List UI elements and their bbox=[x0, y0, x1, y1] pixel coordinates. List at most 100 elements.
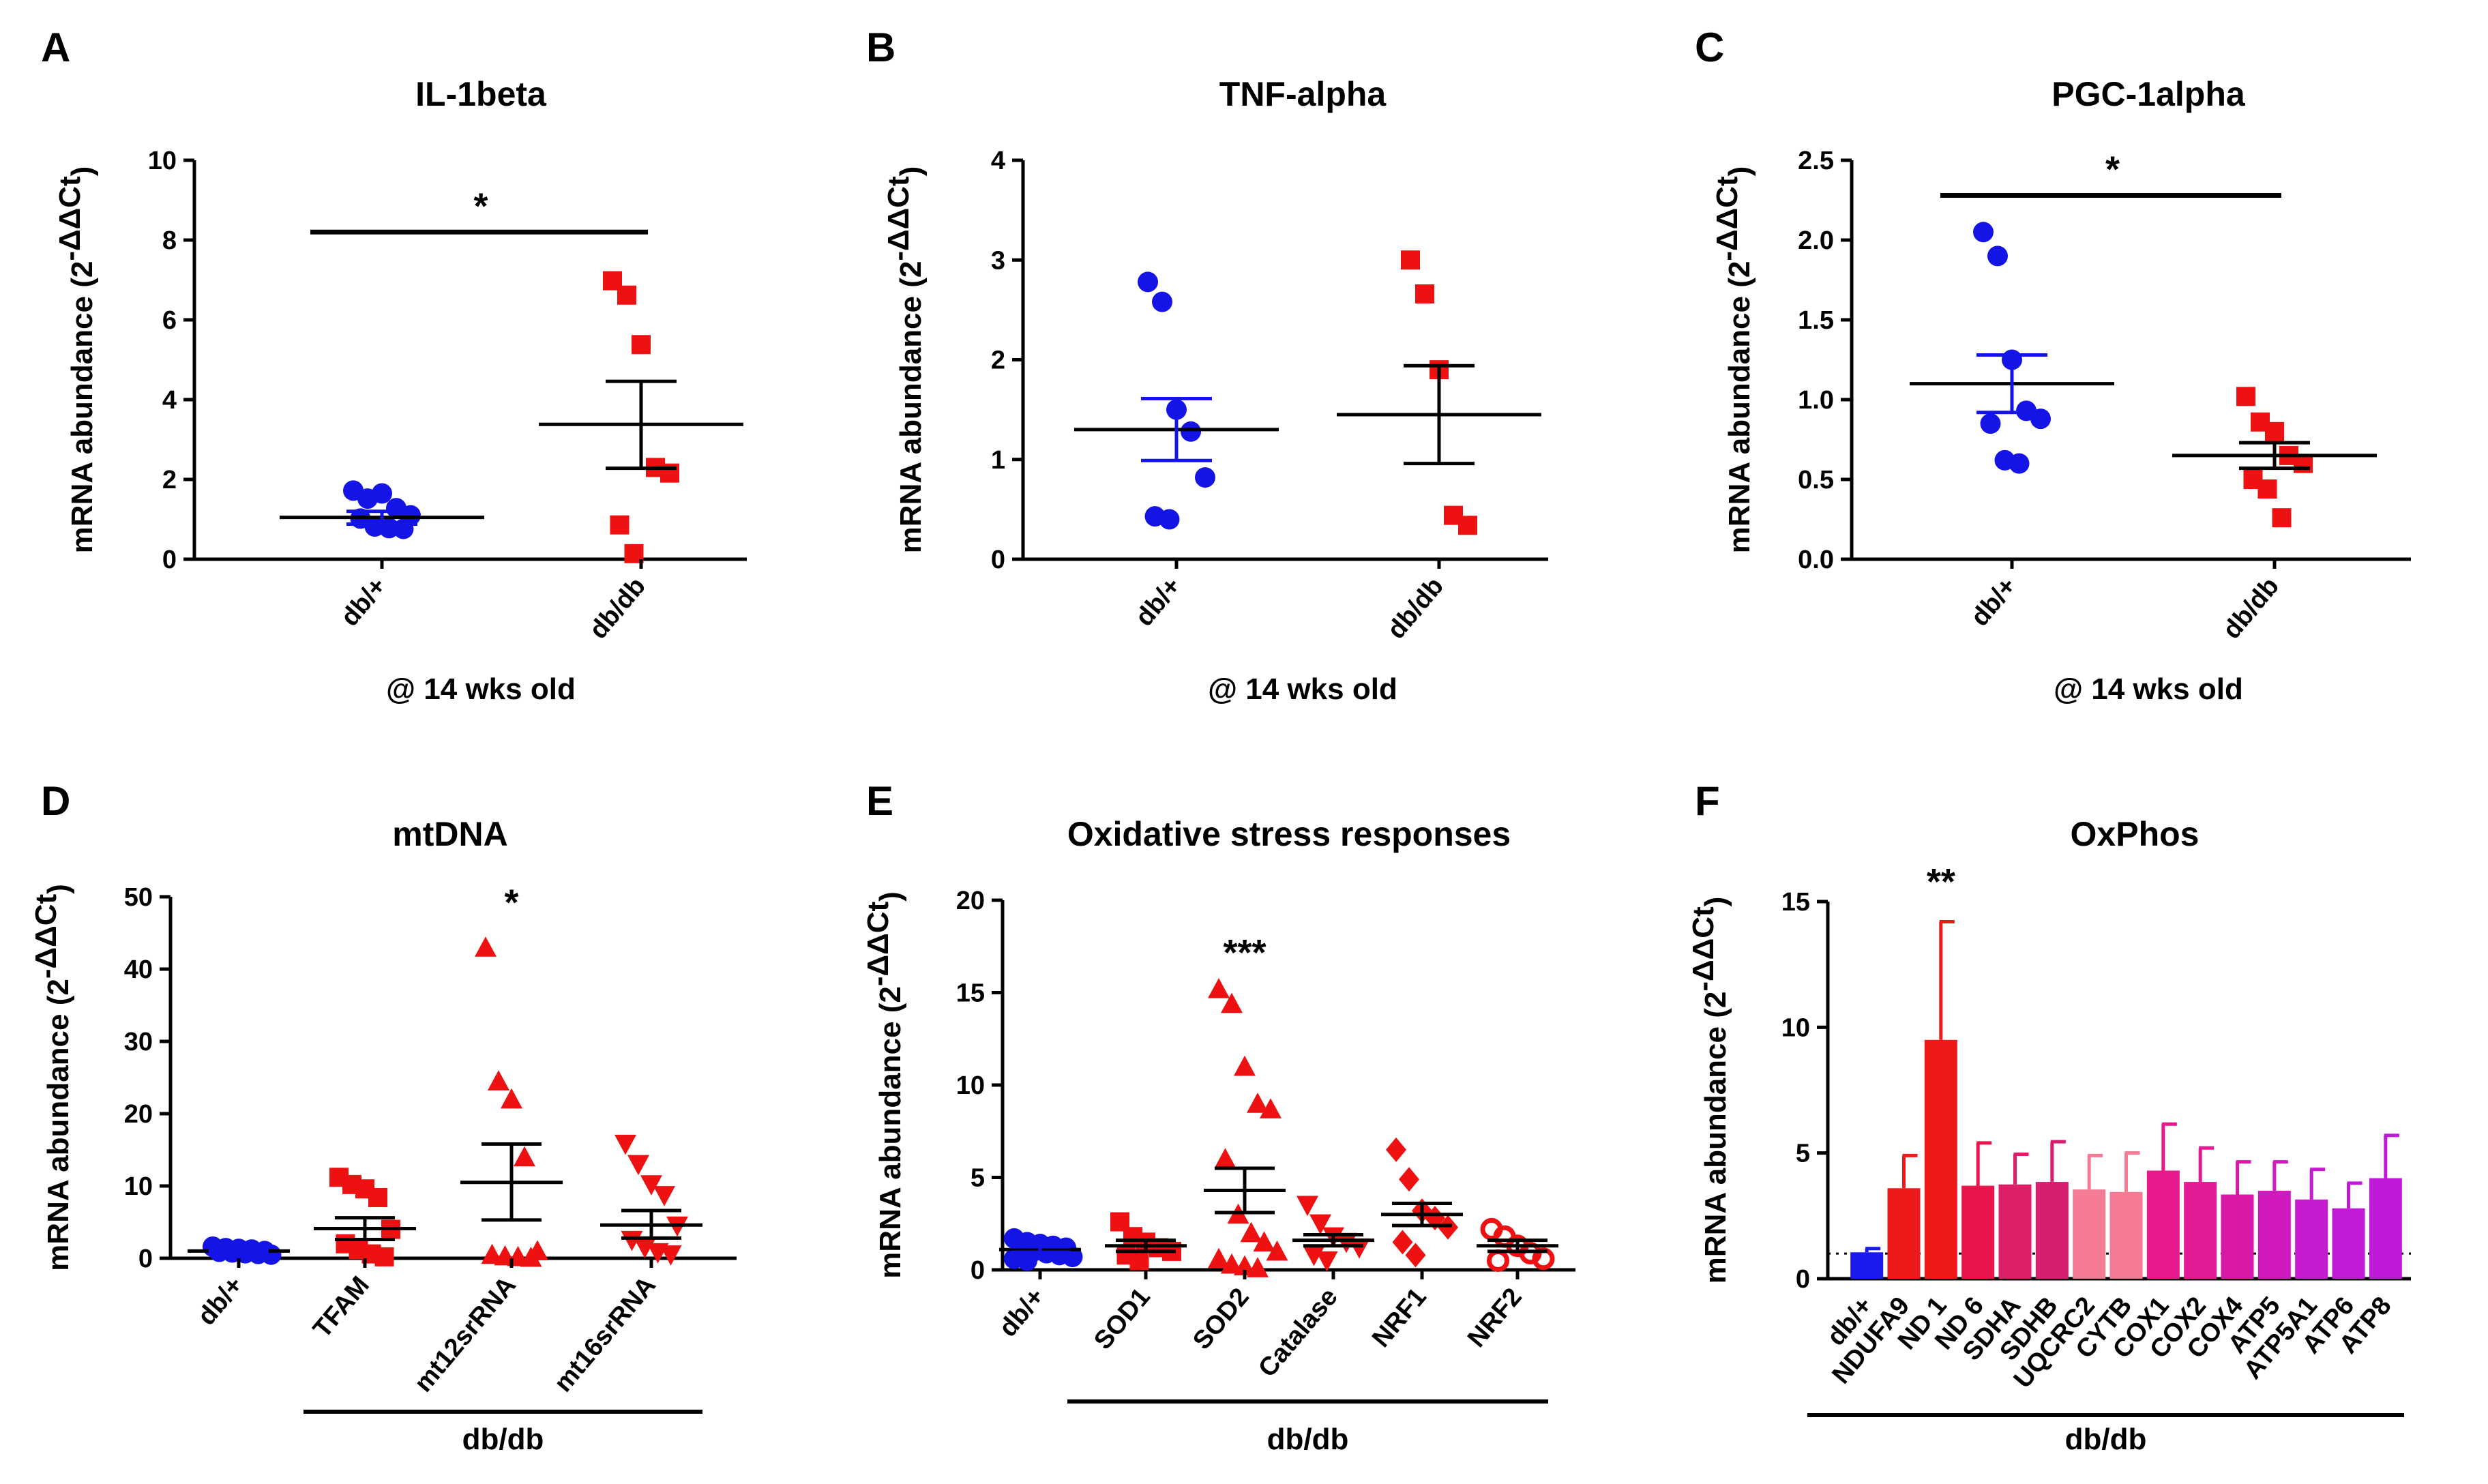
data-point bbox=[610, 515, 630, 535]
y-tick-label: 0 bbox=[1796, 1265, 1810, 1294]
panel-letter: F bbox=[1695, 778, 1720, 824]
data-point bbox=[1253, 1231, 1275, 1251]
x-axis-title: @ 14 wks old bbox=[1208, 672, 1397, 706]
bar bbox=[1850, 1252, 1884, 1279]
y-axis-title: mRNA abundance (2-ΔΔCt) bbox=[53, 166, 99, 554]
data-point bbox=[1247, 1257, 1269, 1277]
series-sod1 bbox=[1105, 1212, 1187, 1271]
bar bbox=[2332, 1208, 2365, 1279]
y-tick-label: 30 bbox=[124, 1028, 153, 1056]
data-point bbox=[520, 1246, 542, 1267]
y-tick-label: 1 bbox=[991, 446, 1005, 475]
y-tick-label: 0 bbox=[162, 546, 177, 574]
series-tfam bbox=[314, 1168, 416, 1266]
data-point bbox=[627, 1155, 649, 1176]
series-nrf2 bbox=[1477, 1217, 1558, 1272]
y-axis-title: mRNA abundance (2-ΔΔCt) bbox=[861, 891, 907, 1279]
x-category-label: db/+ bbox=[192, 1271, 249, 1331]
y-axis-title: mRNA abundance (2-ΔΔCt) bbox=[882, 166, 928, 554]
data-point bbox=[1234, 1055, 1256, 1076]
x-category-label: db/+ bbox=[994, 1283, 1050, 1343]
bar bbox=[1887, 1188, 1921, 1279]
panel-letter: A bbox=[41, 25, 70, 70]
y-tick-label: 8 bbox=[162, 226, 177, 255]
data-point bbox=[1303, 1245, 1325, 1266]
data-point bbox=[374, 1247, 394, 1266]
chart-title: mtDNA bbox=[392, 815, 507, 853]
y-tick-label: 0 bbox=[971, 1256, 985, 1285]
data-point bbox=[488, 1070, 509, 1090]
panel-letter: C bbox=[1695, 25, 1724, 70]
panel-letter: B bbox=[866, 25, 895, 70]
significance-label: * bbox=[2105, 149, 2120, 190]
series-db- bbox=[999, 1228, 1083, 1271]
significance-label: *** bbox=[1223, 932, 1266, 973]
y-tick-label: 10 bbox=[148, 147, 177, 175]
chart-title: Oxidative stress responses bbox=[1067, 815, 1511, 853]
y-tick-label: 2.5 bbox=[1798, 147, 1834, 175]
data-point bbox=[1438, 1215, 1458, 1240]
data-point bbox=[1386, 1137, 1406, 1162]
data-point bbox=[614, 1134, 636, 1155]
data-point bbox=[475, 936, 497, 957]
data-point bbox=[660, 1245, 682, 1266]
bar bbox=[2146, 1170, 2180, 1279]
series-db-db bbox=[1337, 250, 1541, 535]
data-point bbox=[1458, 516, 1477, 535]
x-category-label: db/+ bbox=[1130, 572, 1187, 632]
data-point bbox=[1247, 1093, 1269, 1113]
x-category-label: db/db bbox=[584, 572, 651, 644]
data-point bbox=[2272, 508, 2292, 528]
data-point bbox=[1208, 1247, 1230, 1268]
panel-letter: D bbox=[41, 778, 70, 824]
x-category-label: SOD1 bbox=[1088, 1283, 1156, 1355]
data-point bbox=[1152, 291, 1172, 312]
series-mt12srrna bbox=[460, 936, 563, 1267]
y-tick-label: 4 bbox=[991, 147, 1005, 175]
data-point bbox=[2236, 387, 2255, 406]
y-tick-label: 10 bbox=[1781, 1013, 1810, 1042]
data-point bbox=[1017, 1250, 1037, 1271]
series-catalase bbox=[1292, 1196, 1374, 1272]
data-point bbox=[1309, 1214, 1331, 1235]
bar bbox=[2184, 1182, 2217, 1279]
data-point bbox=[640, 1175, 662, 1196]
data-point bbox=[1181, 421, 1201, 442]
y-tick-label: 0 bbox=[138, 1245, 153, 1273]
data-point bbox=[1987, 246, 2008, 267]
chart-title: IL-1beta bbox=[415, 75, 547, 113]
x-category-label: NRF2 bbox=[1462, 1283, 1528, 1353]
bar bbox=[2369, 1178, 2402, 1279]
bar bbox=[2109, 1191, 2143, 1279]
data-point bbox=[621, 1230, 643, 1251]
data-point bbox=[393, 518, 414, 539]
series-db- bbox=[1910, 222, 2114, 474]
data-point bbox=[368, 1187, 387, 1207]
data-point bbox=[1234, 1255, 1256, 1276]
data-point bbox=[372, 483, 392, 504]
data-point bbox=[1348, 1238, 1370, 1259]
series-db-db bbox=[539, 271, 743, 563]
x-category-label: db/db bbox=[1382, 572, 1449, 644]
data-point bbox=[617, 285, 636, 305]
y-tick-label: 50 bbox=[124, 883, 153, 912]
y-tick-label: 5 bbox=[1796, 1140, 1810, 1168]
data-point bbox=[2257, 479, 2277, 499]
y-tick-label: 10 bbox=[124, 1172, 153, 1201]
bar bbox=[2221, 1194, 2254, 1279]
data-point bbox=[653, 1186, 675, 1206]
x-category-label: Catalase bbox=[1253, 1283, 1344, 1383]
data-point bbox=[1129, 1251, 1149, 1271]
data-point bbox=[1487, 1249, 1509, 1272]
data-point bbox=[261, 1244, 282, 1265]
bar bbox=[1924, 1039, 1957, 1279]
series-sod2 bbox=[1204, 978, 1288, 1277]
data-point bbox=[2009, 453, 2030, 474]
series-db- bbox=[1074, 271, 1279, 530]
y-tick-label: 20 bbox=[124, 1100, 153, 1129]
series-mt16srrna bbox=[600, 1134, 702, 1266]
panel-b: B TNF-alpha 0 1 2 3 4 mRNA abundance (2-ΔΔCt) db… bbox=[866, 25, 1548, 706]
y-tick-label: 2 bbox=[162, 466, 177, 494]
x-category-label: mt16srRNA bbox=[549, 1271, 662, 1398]
